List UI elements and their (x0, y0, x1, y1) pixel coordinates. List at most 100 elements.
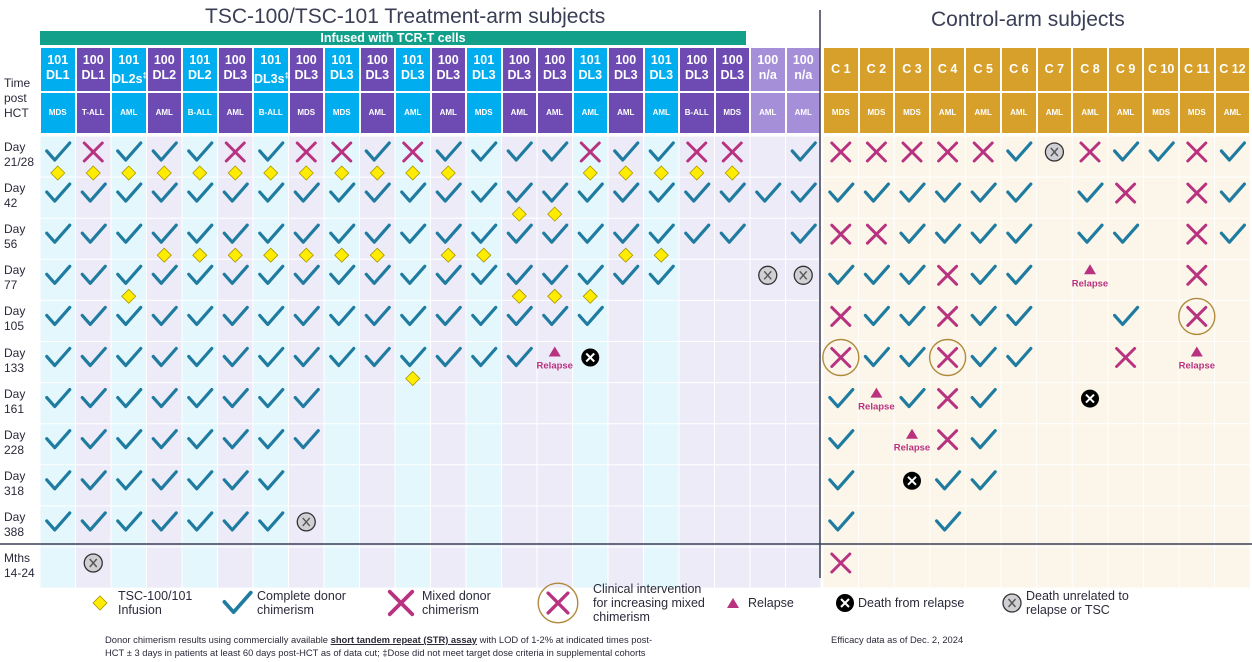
cross-stroke (937, 429, 959, 451)
cross-stroke (1115, 347, 1137, 368)
cross-mark (546, 591, 570, 615)
cross-stroke (937, 305, 959, 327)
check-mark (1219, 141, 1247, 162)
check-mark (258, 511, 285, 532)
check-mark (116, 511, 143, 532)
check-mark (684, 182, 711, 203)
check-mark (542, 141, 569, 162)
cross-stroke (686, 141, 708, 163)
cross-mark (830, 347, 852, 368)
check-mark (364, 264, 391, 285)
check-mark (970, 223, 997, 244)
check-mark (187, 264, 214, 285)
check-mark (719, 182, 746, 203)
treatment-disease-cell: AML (609, 93, 643, 133)
control-subject-header: C 12 (1215, 48, 1250, 91)
dose-label: DL2s (112, 72, 143, 87)
check-mark (258, 470, 285, 491)
disease-label: MDS (1187, 108, 1206, 117)
relapse-label: Relapse (858, 402, 894, 413)
death-x-stroke (302, 517, 311, 527)
death-x-stroke (1007, 598, 1017, 608)
cross-mark (865, 223, 887, 245)
control-subject-header: C 3 (895, 48, 929, 91)
cross-mark (901, 141, 923, 163)
death-from-relapse-mark (836, 594, 854, 612)
check-mark (187, 141, 214, 162)
check-mark (116, 264, 143, 285)
disease-label: B-ALL (258, 108, 283, 117)
check-mark (613, 182, 640, 203)
check-mark (293, 429, 320, 450)
check-mark (187, 511, 214, 532)
dose-label: n/a (758, 68, 777, 82)
check-mark (970, 470, 997, 491)
death-x-stroke (585, 352, 595, 363)
check-mark (899, 223, 926, 244)
check-mark (151, 511, 178, 532)
check-mark (790, 223, 817, 244)
cross-stroke (1186, 305, 1208, 327)
check-mark (506, 346, 533, 368)
treatment-subject-header: 100 DL3 (715, 48, 749, 91)
efficacy-date: Efficacy data as of Dec. 2, 2024 (831, 634, 964, 645)
control-id-label: C 5 (973, 62, 993, 76)
dose-label: DL3 (400, 68, 425, 82)
cross-stroke (721, 141, 743, 163)
infusion-diamond (511, 288, 527, 304)
row-label-line: 56 (4, 237, 18, 252)
infusion-diamond (334, 247, 350, 263)
death-from-relapse-mark (903, 471, 921, 490)
dose-label: DL3 (507, 68, 532, 82)
check-mark (648, 264, 675, 285)
infusion-diamond (547, 288, 563, 304)
infusion-diamond (618, 165, 634, 181)
check-mark (435, 182, 462, 203)
check-mark (1219, 223, 1247, 244)
check-mark (400, 305, 427, 326)
treatment-disease-cell: AML (112, 93, 146, 133)
check-mark (1006, 223, 1033, 244)
control-subject-header: C 7 (1037, 48, 1072, 91)
control-disease-cell: MDS (1144, 93, 1178, 133)
check-mark (151, 223, 178, 244)
row-label-line: Mths (4, 551, 31, 565)
check-mark (506, 305, 533, 326)
cross-stroke (830, 552, 852, 574)
check-mark (684, 223, 711, 244)
treatment-subject-header: 101 DL3 (644, 48, 678, 91)
cross-stroke (865, 141, 887, 163)
legend-text: Death unrelated to (1026, 589, 1129, 603)
infusion-diamond (547, 206, 563, 222)
dose-label: DL3 (294, 68, 319, 82)
check-mark (1006, 182, 1033, 203)
cross-mark (1186, 141, 1208, 163)
cross-mark (1186, 223, 1208, 245)
legend-item-relapse: Relapse (748, 596, 794, 610)
product-label: 100 (757, 53, 779, 67)
check-mark (116, 388, 143, 409)
disease-label: AML (155, 108, 173, 117)
treatment-disease-cell: AML (573, 93, 607, 133)
row-label-line: 133 (4, 360, 25, 375)
check-mark (116, 429, 143, 450)
disease-label: AML (1045, 108, 1064, 117)
disease-label: AML (439, 108, 457, 117)
row-label-line: 388 (4, 524, 25, 539)
footnote-marker: ‡ (142, 71, 148, 80)
treatment-disease-cell: AML (218, 93, 252, 133)
row-label-line: 228 (4, 442, 25, 457)
product-label: 100 (82, 53, 104, 67)
check-mark (293, 182, 320, 203)
disease-label: AML (759, 108, 777, 117)
cross-mark (830, 305, 852, 327)
check-mark (222, 429, 249, 450)
death-x-stroke (840, 598, 850, 608)
check-mark (828, 470, 855, 491)
treatment-disease-cell: B-ALL (183, 93, 217, 133)
cross-mark (937, 141, 959, 163)
check-mark (187, 429, 214, 450)
legend-text: TSC-100/101 (118, 589, 193, 603)
legend-text: relapse or TSC (1026, 603, 1110, 617)
cross-stroke (937, 264, 959, 286)
